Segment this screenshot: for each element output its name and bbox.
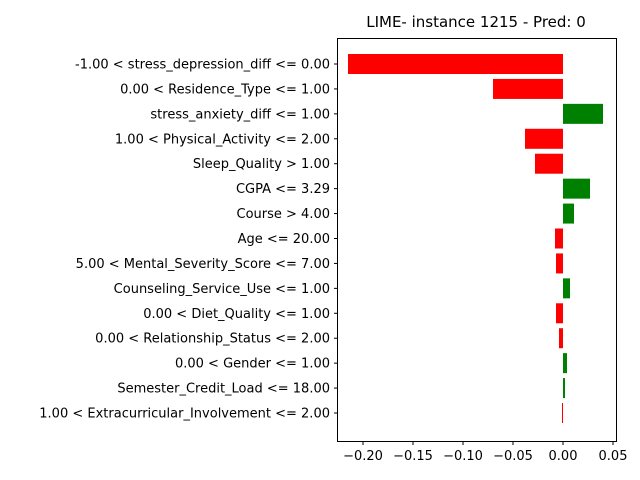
- category-label-5: CGPA <= 3.29: [236, 182, 330, 197]
- bar-2: [563, 103, 603, 124]
- category-label-4: Sleep_Quality > 1.00: [193, 157, 330, 172]
- category-label-3: 1.00 < Physical_Activity <= 2.00: [115, 132, 330, 147]
- category-label-11: 0.00 < Relationship_Status <= 2.00: [95, 332, 330, 347]
- x-tick-label-3: −0.05: [493, 449, 533, 464]
- bar-1: [493, 78, 563, 99]
- category-label-12: 0.00 < Gender <= 1.00: [175, 357, 330, 372]
- bars-group: [348, 54, 603, 423]
- bar-9: [563, 278, 570, 299]
- category-label-1: 0.00 < Residence_Type <= 1.00: [120, 82, 330, 97]
- bar-12: [563, 353, 567, 374]
- bar-11: [559, 328, 563, 349]
- category-labels: -1.00 < stress_depression_diff <= 0.00 0.…: [39, 58, 338, 422]
- plot-frame: [337, 38, 617, 442]
- bar-10: [556, 303, 563, 324]
- bar-3: [525, 128, 563, 149]
- category-label-9: Counseling_Service_Use <= 1.00: [114, 282, 330, 297]
- category-label-14: 1.00 < Extracurricular_Involvement <= 2.…: [39, 407, 330, 422]
- category-label-13: Semester_Credit_Load <= 18.00: [117, 382, 330, 397]
- x-tick-label-0: −0.20: [343, 449, 383, 464]
- x-axis: −0.20 −0.15 −0.10 −0.05 0.00 0.05: [343, 441, 627, 464]
- bar-4: [535, 153, 563, 174]
- x-tick-label-4: 0.00: [549, 449, 578, 464]
- x-tick-label-2: −0.10: [443, 449, 483, 464]
- category-label-7: Age <= 20.00: [238, 232, 330, 247]
- bar-5: [563, 178, 590, 199]
- x-tick-label-1: −0.15: [393, 449, 433, 464]
- bar-6: [563, 203, 574, 224]
- bar-7: [555, 228, 563, 249]
- bar-8: [556, 253, 563, 274]
- category-label-8: 5.00 < Mental_Severity_Score <= 7.00: [76, 257, 330, 272]
- category-label-6: Course > 4.00: [237, 207, 331, 222]
- category-label-2: stress_anxiety_diff <= 1.00: [150, 107, 330, 122]
- category-label-10: 0.00 < Diet_Quality <= 1.00: [143, 307, 330, 322]
- category-label-0: -1.00 < stress_depression_diff <= 0.00: [75, 58, 330, 73]
- x-tick-label-5: 0.05: [599, 449, 628, 464]
- chart-title: LIME- instance 1215 - Pred: 0: [366, 13, 586, 31]
- bar-13: [563, 378, 565, 399]
- bar-0: [348, 54, 563, 74]
- bar-14: [562, 403, 563, 423]
